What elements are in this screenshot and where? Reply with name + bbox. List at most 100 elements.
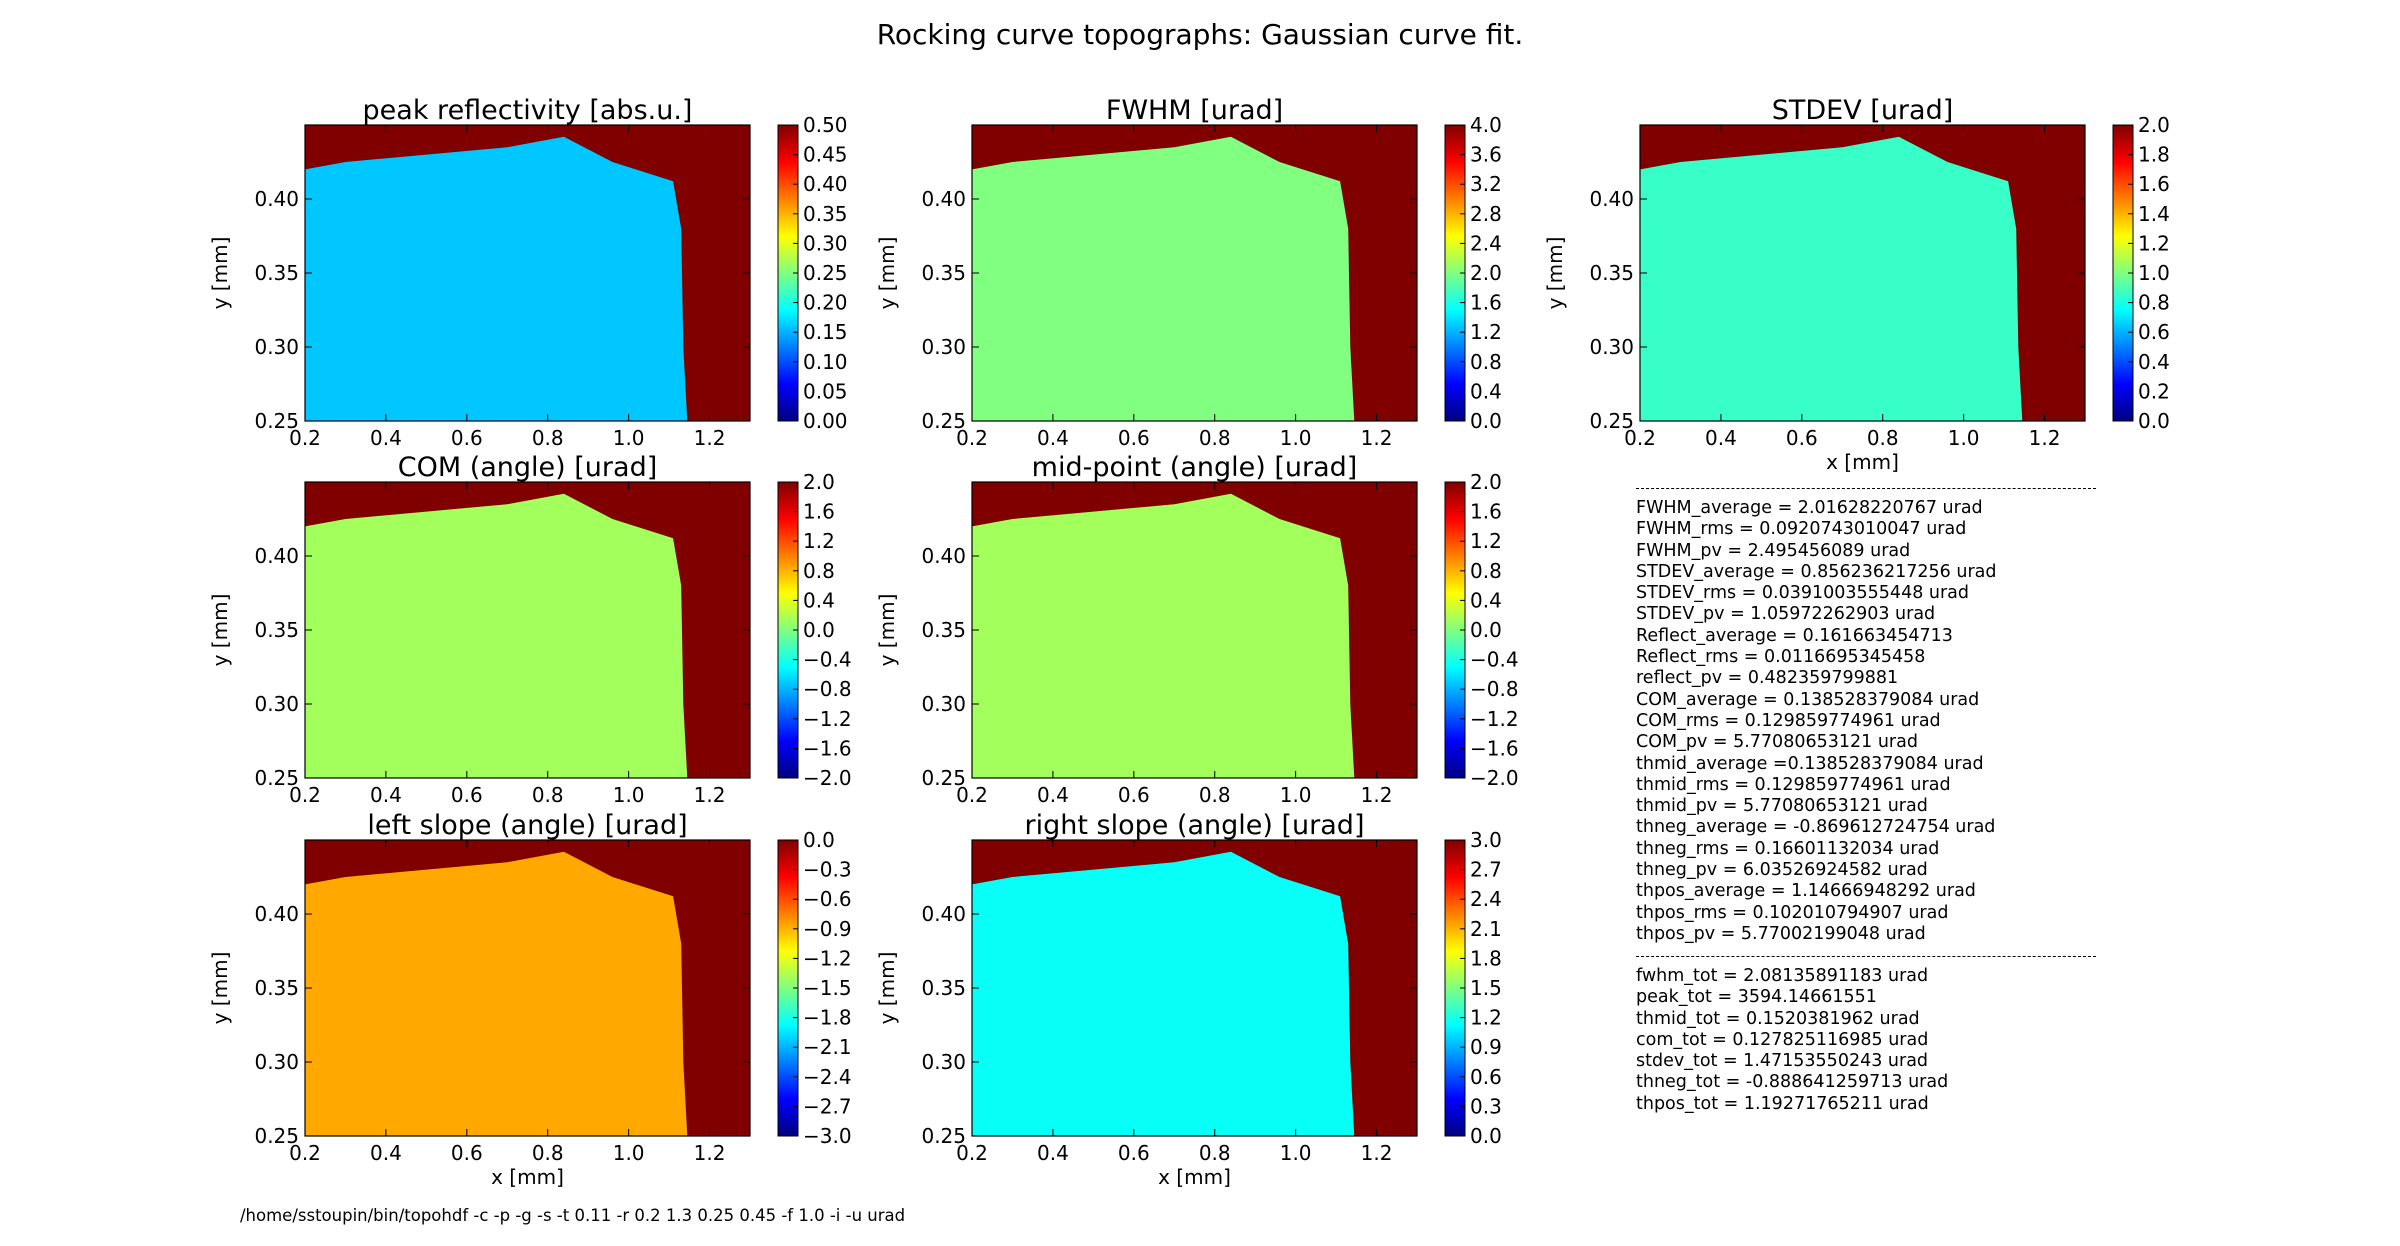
x-tick-label: 0.4 [1037, 783, 1069, 807]
y-axis-label: y [mm] [875, 952, 899, 1025]
y-tick-label: 0.40 [1589, 187, 1634, 211]
panel-title: left slope (angle) [urad] [367, 810, 687, 841]
panel-leftslope: left slope (angle) [urad] 0.2 0.4 0.6 0.8 1.0… [208, 810, 852, 1189]
y-tick-label: 0.40 [254, 187, 299, 211]
colorbar-tick-label: 1.2 [1470, 320, 1502, 344]
sample-region [305, 493, 688, 778]
stat-line: thpos_tot = 1.19271765211 urad [1636, 1093, 1929, 1114]
panel-title: right slope (angle) [urad] [1025, 810, 1365, 841]
stat-line: thneg_rms = 0.16601132034 urad [1636, 838, 1940, 859]
sample-region [972, 493, 1355, 778]
colorbar-tick-label: −1.6 [1470, 736, 1519, 760]
colorbar-tick-label: 1.4 [2138, 202, 2170, 226]
colorbar-tick-label: 0.8 [803, 559, 835, 583]
colorbar-tick-label: 0.35 [803, 202, 848, 226]
colorbar-tick-label: −1.2 [803, 946, 852, 970]
y-tick-label: 0.40 [254, 902, 299, 926]
command-line: /home/sstoupin/bin/topohdf -c -p -g -s -… [240, 1206, 906, 1225]
y-tick-label: 0.40 [921, 187, 966, 211]
stat-line: COM_rms = 0.129859774961 urad [1636, 710, 1941, 731]
colorbar-tick-label: 2.8 [1470, 202, 1502, 226]
y-axis-label: y [mm] [875, 594, 899, 667]
colorbar-tick-label: 3.0 [1470, 828, 1502, 852]
colorbar-tick-label: 0.0 [1470, 409, 1502, 433]
x-tick-label: 0.4 [370, 783, 402, 807]
x-axis-label: x [mm] [1826, 450, 1899, 474]
x-tick-label: 0.8 [1867, 426, 1899, 450]
y-tick-label: 0.40 [254, 544, 299, 568]
panel-title: peak reflectivity [abs.u.] [363, 95, 693, 126]
x-tick-label: 1.0 [1280, 1141, 1312, 1165]
colorbar-tick-label: 0.0 [1470, 1124, 1502, 1148]
x-tick-label: 1.0 [1280, 426, 1312, 450]
colorbar-tick-label: 1.5 [1470, 976, 1502, 1000]
colorbar-tick-label: 0.0 [2138, 409, 2170, 433]
sample-region [305, 136, 688, 422]
y-tick-label: 0.35 [921, 618, 966, 642]
x-tick-label: 0.6 [1118, 1141, 1150, 1165]
colorbar-tick-label: 0.25 [803, 261, 848, 285]
y-tick-label: 0.35 [921, 976, 966, 1000]
panel-peak: peak reflectivity [abs.u.] 0.2 0.4 0.6 0.8 1.… [208, 95, 848, 450]
colorbar-tick-label: 0.6 [2138, 320, 2170, 344]
y-tick-label: 0.30 [254, 335, 299, 359]
y-tick-label: 0.25 [254, 409, 299, 433]
x-tick-label: 0.2 [956, 426, 988, 450]
stats-block-averages: FWHM_average = 2.01628220767 urad FWHM_rm… [1636, 498, 2096, 945]
colorbar-tick-label: −2.7 [803, 1094, 852, 1118]
colorbar-tick-label: 0.50 [803, 113, 848, 137]
x-tick-label: 1.2 [1361, 426, 1393, 450]
panel-title: COM (angle) [urad] [398, 452, 658, 483]
x-tick-label: 0.8 [1199, 426, 1231, 450]
y-tick-label: 0.30 [921, 692, 966, 716]
x-tick-label: 0.8 [1199, 1141, 1231, 1165]
colorbar-tick-label: 1.8 [2138, 143, 2170, 167]
y-tick-label: 0.30 [921, 1050, 966, 1074]
colorbar-tick-label: 0.2 [2138, 379, 2170, 403]
colorbar-tick-label: 0.45 [803, 143, 848, 167]
stat-line: Reflect_average = 0.161663454713 [1636, 625, 1953, 646]
stat-line: peak_tot = 3594.14661551 [1636, 987, 1877, 1008]
colorbar-tick-label: 3.2 [1470, 172, 1502, 196]
x-tick-label: 0.4 [370, 1141, 402, 1165]
x-tick-label: 1.0 [1280, 783, 1312, 807]
y-tick-label: 0.25 [921, 1124, 966, 1148]
x-tick-label: 0.4 [1037, 1141, 1069, 1165]
colorbar-tick-label: −1.2 [803, 707, 852, 731]
colorbar-tick-label: 1.6 [803, 500, 835, 524]
stats-separator-2 [1636, 956, 2096, 957]
figure-title: Rocking curve topographs: Gaussian curve… [876, 18, 1524, 51]
y-tick-label: 0.30 [254, 692, 299, 716]
panel-stdev: STDEV [urad] 0.2 0.4 0.6 0.8 1.0 1.2 0.25 0.30 0.… [1543, 95, 2170, 474]
x-tick-label: 1.2 [1361, 783, 1393, 807]
stat-line: COM_pv = 5.77080653121 urad [1636, 732, 1918, 753]
colorbar-tick-label: 2.0 [803, 470, 835, 494]
panel-title: STDEV [urad] [1772, 95, 1954, 126]
y-axis-label: y [mm] [208, 952, 232, 1025]
x-tick-label: 0.2 [289, 426, 321, 450]
x-tick-label: 0.2 [956, 783, 988, 807]
colorbar-tick-label: 0.0 [803, 618, 835, 642]
stat-line: thneg_pv = 6.03526924582 urad [1636, 860, 1928, 881]
colorbar-tick-label: 0.00 [803, 409, 848, 433]
x-tick-label: 1.2 [694, 783, 726, 807]
colorbar-tick-label: 0.0 [803, 828, 835, 852]
x-tick-label: 0.6 [451, 1141, 483, 1165]
stat-line: com_tot = 0.127825116985 urad [1636, 1029, 1929, 1050]
colorbar-tick-label: −1.5 [803, 976, 852, 1000]
colorbar-tick-label: 0.8 [1470, 350, 1502, 374]
x-tick-label: 0.4 [1705, 426, 1737, 450]
x-tick-label: 0.6 [451, 783, 483, 807]
colorbar-tick-label: −1.2 [1470, 707, 1519, 731]
colorbar-tick-label: 0.4 [803, 588, 835, 612]
x-tick-label: 0.6 [1118, 783, 1150, 807]
y-tick-label: 0.25 [1589, 409, 1634, 433]
colorbar-tick-label: 0.40 [803, 172, 848, 196]
stat-line: reflect_pv = 0.482359799881 [1636, 668, 1899, 689]
panel-fwhm: FWHM [urad] 0.2 0.4 0.6 0.8 1.0 1.2 0.25 0.30 0.3… [875, 95, 1502, 450]
x-tick-label: 1.0 [613, 1141, 645, 1165]
colorbar-tick-label: 2.4 [1470, 887, 1502, 911]
colorbar-tick-label: 0.05 [803, 379, 848, 403]
y-axis-label: y [mm] [1543, 237, 1567, 310]
colorbar-tick-label: 2.0 [2138, 113, 2170, 137]
